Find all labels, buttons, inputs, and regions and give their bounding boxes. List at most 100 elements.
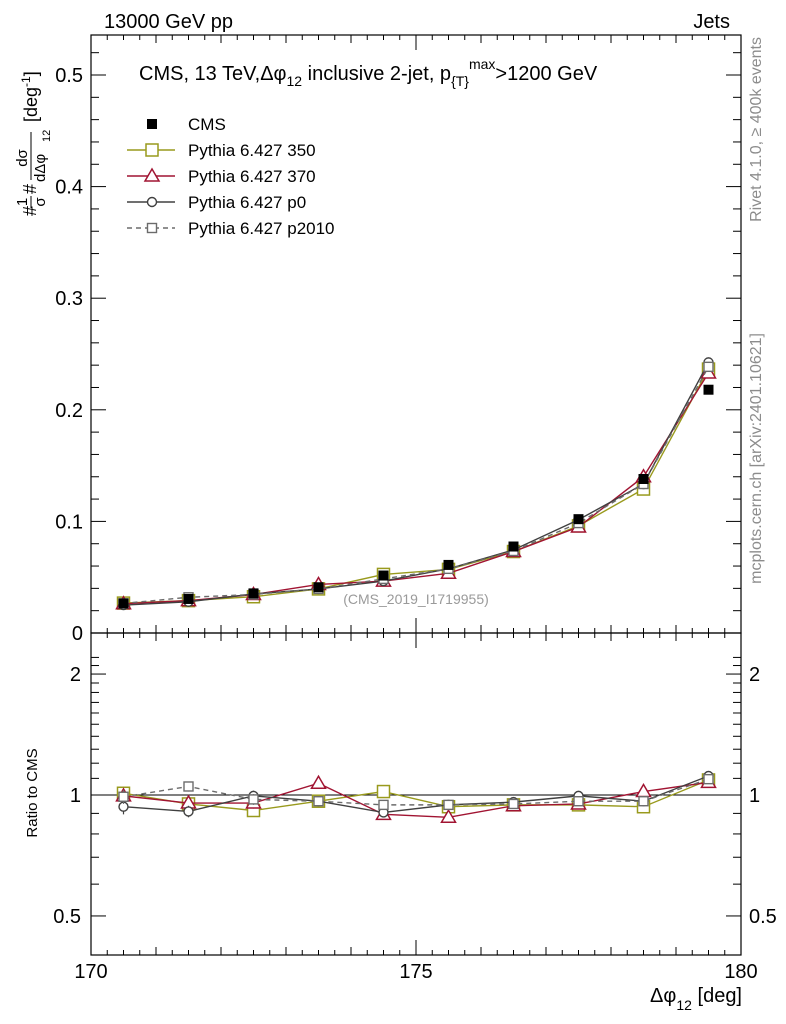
ratio-point: [248, 794, 259, 805]
ratio-series-2: [118, 770, 714, 818]
ylabel-unit-close: ]: [21, 71, 41, 76]
ratio-point: [508, 798, 519, 810]
main-ytick-label: 0.4: [55, 177, 83, 199]
ratio-series-line: [123, 779, 709, 812]
xlabel-dphi: Δφ: [650, 985, 676, 1007]
xtick-label: 170: [74, 961, 107, 983]
legend-label: Pythia 6.427 350: [188, 141, 316, 160]
main-series-4: [118, 361, 714, 609]
ylabel-sub12: 12: [41, 130, 53, 142]
main-point: [183, 593, 194, 604]
ylabel-ddphi: dΔφ: [32, 154, 49, 182]
legend-entry: CMS: [147, 115, 226, 134]
legend-label: CMS: [188, 115, 226, 134]
main-series: [115, 357, 717, 611]
main-ytick-label: 0.1: [55, 511, 83, 533]
legend-marker: [145, 143, 159, 157]
ratio-ytick-label-right: 0.5: [749, 906, 777, 928]
main-point: [378, 570, 389, 581]
main-series-line: [123, 366, 710, 605]
ratio-ytick-label: 0.5: [53, 906, 81, 928]
ratio-point: [703, 773, 714, 785]
main-point: [703, 361, 714, 373]
main-ytick-label: 0.5: [55, 65, 83, 87]
header-left: 13000 GeV pp: [104, 11, 233, 33]
title-part-2: inclusive 2-jet, p: [302, 63, 451, 85]
analysis-watermark: (CMS_2019_I1719955): [343, 591, 489, 607]
ratio-series-line: [123, 775, 709, 814]
main-series-line: [123, 368, 710, 604]
main-ytick-label: 0.3: [55, 288, 83, 310]
main-point: [703, 384, 714, 395]
svg-text:#: #: [20, 206, 40, 216]
legend-marker: [146, 196, 158, 208]
main-ytick-label: 0.2: [55, 400, 83, 422]
main-point: [248, 588, 259, 599]
title-dphi: Δφ: [260, 63, 286, 85]
main-title: CMS, 13 TeV,Δφ12 inclusive 2-jet, p{T}ma…: [139, 56, 598, 89]
ratio-point: [443, 799, 454, 811]
main-series-0: [118, 384, 714, 609]
ylabel-one: 1: [14, 198, 31, 206]
legend-marker: [146, 222, 158, 234]
legend-entry: Pythia 6.427 p0: [127, 193, 306, 212]
ratio-ytick-label-right: 2: [749, 664, 760, 686]
xtick-label: 175: [399, 961, 432, 983]
ratio-y-axis-label: Ratio to CMS: [24, 748, 41, 837]
main-point: [638, 473, 649, 484]
ratio-point: [183, 806, 194, 817]
main-point: [443, 559, 454, 570]
legend-marker: [147, 119, 157, 129]
ratio-point: [573, 796, 584, 807]
main-point: [313, 582, 324, 593]
ratio-point: [378, 799, 389, 811]
main-series-line: [123, 362, 710, 606]
title-supmax: max: [469, 56, 495, 72]
header-right: Jets: [693, 11, 730, 33]
ylabel-dsigma: dσ: [14, 148, 31, 166]
main-y-axis-label: # 1 σ # dσ dΔφ 12 [deg-1]: [14, 71, 53, 216]
legend-label: Pythia 6.427 p2010: [188, 219, 335, 238]
ylabel-hash1: #: [20, 206, 40, 216]
ratio-point: [440, 808, 457, 824]
ratio-point: [118, 791, 129, 802]
ratio-series: [115, 770, 717, 824]
ratio-ytick-label-right: 1: [749, 785, 760, 807]
ratio-series-3: [118, 773, 714, 811]
ratio-point: [638, 796, 649, 807]
ratio-point: [313, 796, 324, 807]
legend-entry: Pythia 6.427 370: [127, 167, 316, 186]
ylabel-sigma: σ: [32, 197, 49, 207]
ylabel-unit-exp: -1: [19, 76, 33, 87]
ylabel-hash2: #: [20, 184, 40, 194]
ratio-point: [376, 784, 391, 799]
ratio-ytick-label: 1: [70, 785, 81, 807]
title-part-3: >1200 GeV: [495, 63, 597, 85]
ratio-ytick-label: 2: [70, 664, 81, 686]
legend-entry: Pythia 6.427 350: [127, 141, 316, 160]
main-point: [573, 514, 584, 525]
legend-marker: [143, 167, 161, 182]
legend-entry: Pythia 6.427 p2010: [127, 219, 335, 238]
x-axis-label: Δφ12 [deg]: [650, 985, 742, 1013]
main-series-1: [116, 362, 716, 610]
legend-label: Pythia 6.427 370: [188, 167, 316, 186]
mcplots-label: mcplots.cern.ch [arXiv:2401.10621]: [748, 333, 765, 584]
ratio-point: [183, 781, 194, 792]
xtick-label: 180: [724, 961, 757, 983]
rivet-label: Rivet 4.1.0, ≥ 400k events: [748, 37, 765, 222]
ylabel-unit-open: [deg: [21, 87, 41, 122]
main-series-line: [123, 372, 710, 605]
main-point: [508, 541, 519, 552]
title-sub12: 12: [287, 73, 303, 89]
ratio-point: [310, 774, 327, 789]
ratio-series-line: [123, 778, 709, 806]
title-subT: {T}: [451, 73, 469, 89]
xlabel-sub12: 12: [676, 997, 692, 1013]
xlabel-unit: [deg]: [692, 985, 742, 1007]
title-part-1: CMS, 13 TeV,: [139, 63, 260, 85]
main-ytick-label: 0: [72, 623, 83, 645]
svg-text:[deg-1]: [deg-1]: [19, 71, 41, 122]
main-point: [118, 598, 129, 609]
